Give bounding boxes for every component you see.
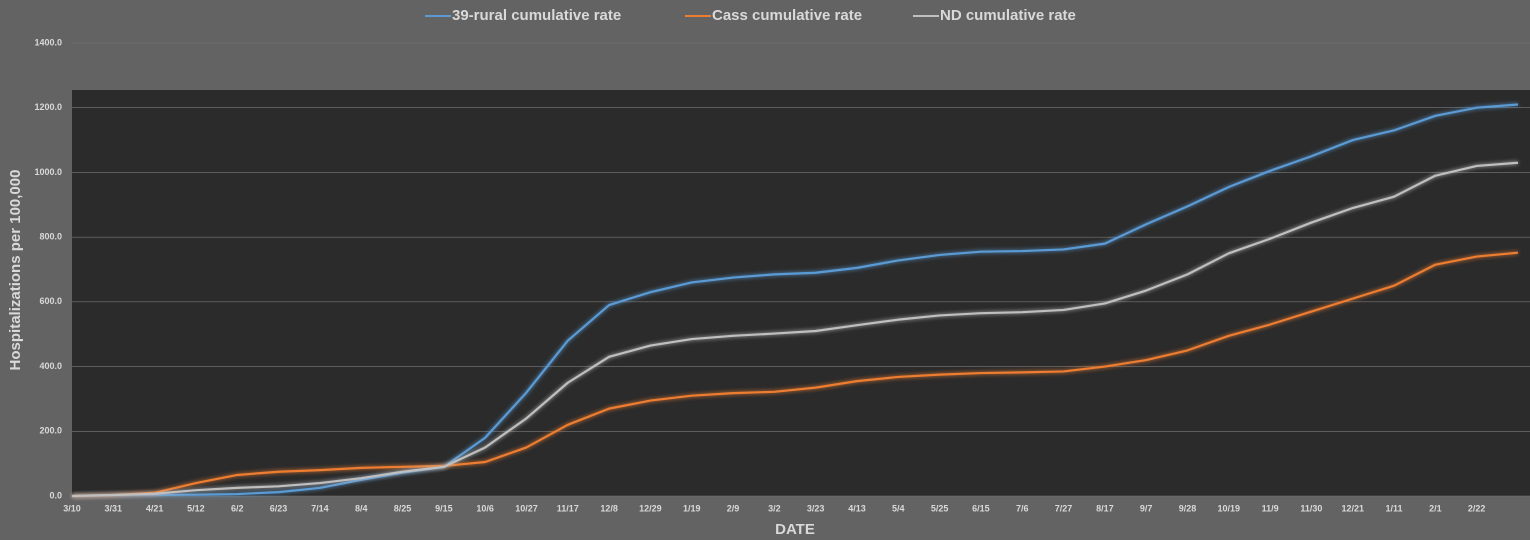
x-tick-label: 3/23 — [807, 503, 825, 513]
x-tick-label: 2/9 — [727, 503, 740, 513]
y-tick-label: 800.0 — [39, 232, 62, 242]
x-tick-label: 7/6 — [1016, 503, 1029, 513]
y-tick-label: 400.0 — [39, 361, 62, 371]
legend-label: 39-rural cumulative rate — [452, 7, 621, 24]
x-tick-label: 10/19 — [1218, 503, 1241, 513]
y-tick-label: 600.0 — [39, 296, 62, 306]
x-tick-label: 9/7 — [1140, 503, 1153, 513]
x-tick-label: 2/22 — [1468, 503, 1486, 513]
x-tick-label: 8/4 — [355, 503, 368, 513]
x-tick-label: 1/11 — [1386, 503, 1403, 513]
x-tick-label: 6/23 — [270, 503, 288, 513]
x-tick-label: 12/21 — [1341, 503, 1364, 513]
x-tick-label: 10/27 — [515, 503, 538, 513]
x-tick-label: 6/15 — [972, 503, 990, 513]
x-axis-title: DATE — [775, 521, 815, 538]
legend-label: ND cumulative rate — [940, 7, 1076, 24]
x-tick-label: 7/14 — [311, 503, 329, 513]
x-tick-label: 12/29 — [639, 503, 662, 513]
x-tick-label: 11/30 — [1300, 503, 1322, 513]
x-tick-label: 8/25 — [394, 503, 412, 513]
x-tick-label: 11/9 — [1262, 503, 1279, 513]
plot-area — [72, 90, 1530, 496]
x-tick-label: 12/8 — [600, 503, 618, 513]
legend-label: Cass cumulative rate — [712, 7, 862, 24]
y-tick-label: 1400.0 — [34, 37, 62, 47]
series-line — [71, 161, 1519, 498]
x-tick-label: 3/10 — [63, 503, 81, 513]
x-tick-label: 5/12 — [187, 503, 205, 513]
y-tick-label: 0.0 — [49, 490, 62, 500]
series-line — [71, 103, 1519, 498]
x-tick-label: 4/21 — [146, 503, 164, 513]
x-tick-label: 3/31 — [105, 503, 123, 513]
x-tick-label: 4/13 — [848, 503, 866, 513]
series-line — [71, 251, 1519, 498]
x-tick-label: 5/4 — [892, 503, 905, 513]
x-tick-label: 9/15 — [435, 503, 453, 513]
x-tick-label: 9/28 — [1179, 503, 1197, 513]
x-tick-label: 11/17 — [557, 503, 579, 513]
x-tick-label: 6/2 — [231, 503, 244, 513]
y-axis-title: Hospitalizations per 100,000 — [7, 170, 24, 371]
x-tick-label: 2/1 — [1429, 503, 1442, 513]
y-tick-label: 1200.0 — [34, 102, 62, 112]
y-tick-label: 200.0 — [39, 426, 62, 436]
x-tick-label: 5/25 — [931, 503, 949, 513]
x-tick-label: 3/2 — [768, 503, 781, 513]
x-tick-label: 8/17 — [1096, 503, 1114, 513]
x-tick-label: 10/6 — [476, 503, 494, 513]
x-tick-label: 1/19 — [683, 503, 701, 513]
x-tick-label: 7/27 — [1055, 503, 1073, 513]
y-tick-label: 1000.0 — [34, 167, 62, 177]
